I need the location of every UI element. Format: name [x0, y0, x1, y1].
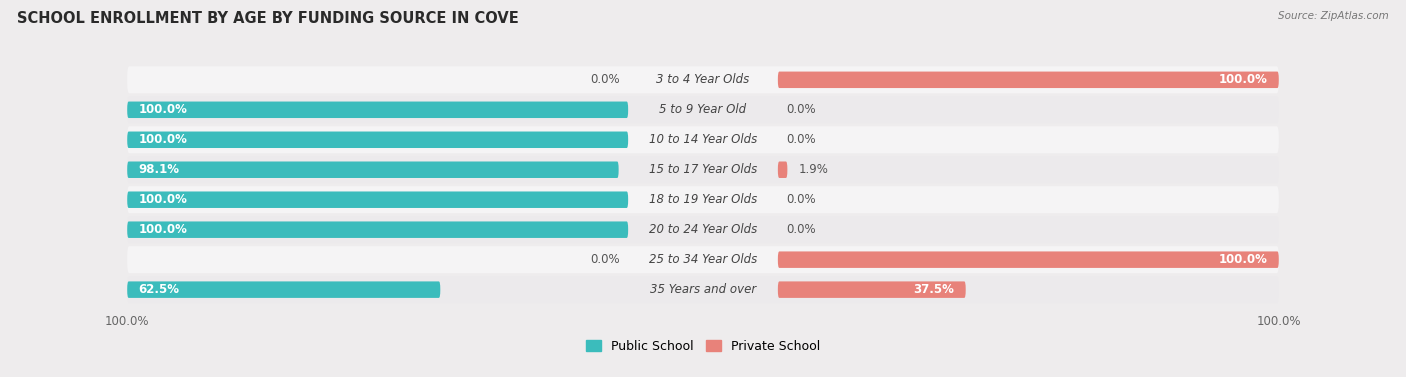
FancyBboxPatch shape — [127, 66, 1279, 93]
Text: 100.0%: 100.0% — [139, 193, 187, 206]
FancyBboxPatch shape — [778, 251, 1279, 268]
Text: SCHOOL ENROLLMENT BY AGE BY FUNDING SOURCE IN COVE: SCHOOL ENROLLMENT BY AGE BY FUNDING SOUR… — [17, 11, 519, 26]
FancyBboxPatch shape — [127, 156, 1279, 183]
Text: 3 to 4 Year Olds: 3 to 4 Year Olds — [657, 73, 749, 86]
Text: 37.5%: 37.5% — [914, 283, 955, 296]
Text: 98.1%: 98.1% — [139, 163, 180, 176]
FancyBboxPatch shape — [127, 161, 619, 178]
Text: 62.5%: 62.5% — [139, 283, 180, 296]
Text: 100.0%: 100.0% — [139, 223, 187, 236]
Text: 35 Years and over: 35 Years and over — [650, 283, 756, 296]
FancyBboxPatch shape — [127, 276, 1279, 303]
Text: 10 to 14 Year Olds: 10 to 14 Year Olds — [650, 133, 756, 146]
Text: 100.0%: 100.0% — [1219, 253, 1267, 266]
Text: 1.9%: 1.9% — [799, 163, 828, 176]
Text: 100.0%: 100.0% — [139, 133, 187, 146]
FancyBboxPatch shape — [127, 246, 1279, 273]
FancyBboxPatch shape — [127, 281, 440, 298]
Text: 20 to 24 Year Olds: 20 to 24 Year Olds — [650, 223, 756, 236]
FancyBboxPatch shape — [127, 96, 1279, 123]
Text: 0.0%: 0.0% — [786, 223, 815, 236]
Text: 100.0%: 100.0% — [1219, 73, 1267, 86]
Text: Source: ZipAtlas.com: Source: ZipAtlas.com — [1278, 11, 1389, 21]
FancyBboxPatch shape — [127, 216, 1279, 243]
FancyBboxPatch shape — [778, 72, 1279, 88]
FancyBboxPatch shape — [778, 281, 966, 298]
FancyBboxPatch shape — [127, 192, 628, 208]
FancyBboxPatch shape — [778, 161, 787, 178]
Text: 25 to 34 Year Olds: 25 to 34 Year Olds — [650, 253, 756, 266]
FancyBboxPatch shape — [127, 132, 628, 148]
Text: 18 to 19 Year Olds: 18 to 19 Year Olds — [650, 193, 756, 206]
Text: 5 to 9 Year Old: 5 to 9 Year Old — [659, 103, 747, 116]
Text: 100.0%: 100.0% — [139, 103, 187, 116]
Legend: Public School, Private School: Public School, Private School — [581, 335, 825, 358]
Text: 0.0%: 0.0% — [786, 103, 815, 116]
Text: 0.0%: 0.0% — [786, 193, 815, 206]
Text: 0.0%: 0.0% — [591, 253, 620, 266]
Text: 0.0%: 0.0% — [591, 73, 620, 86]
Text: 0.0%: 0.0% — [786, 133, 815, 146]
FancyBboxPatch shape — [127, 186, 1279, 213]
FancyBboxPatch shape — [127, 221, 628, 238]
Text: 15 to 17 Year Olds: 15 to 17 Year Olds — [650, 163, 756, 176]
FancyBboxPatch shape — [127, 101, 628, 118]
FancyBboxPatch shape — [127, 126, 1279, 153]
